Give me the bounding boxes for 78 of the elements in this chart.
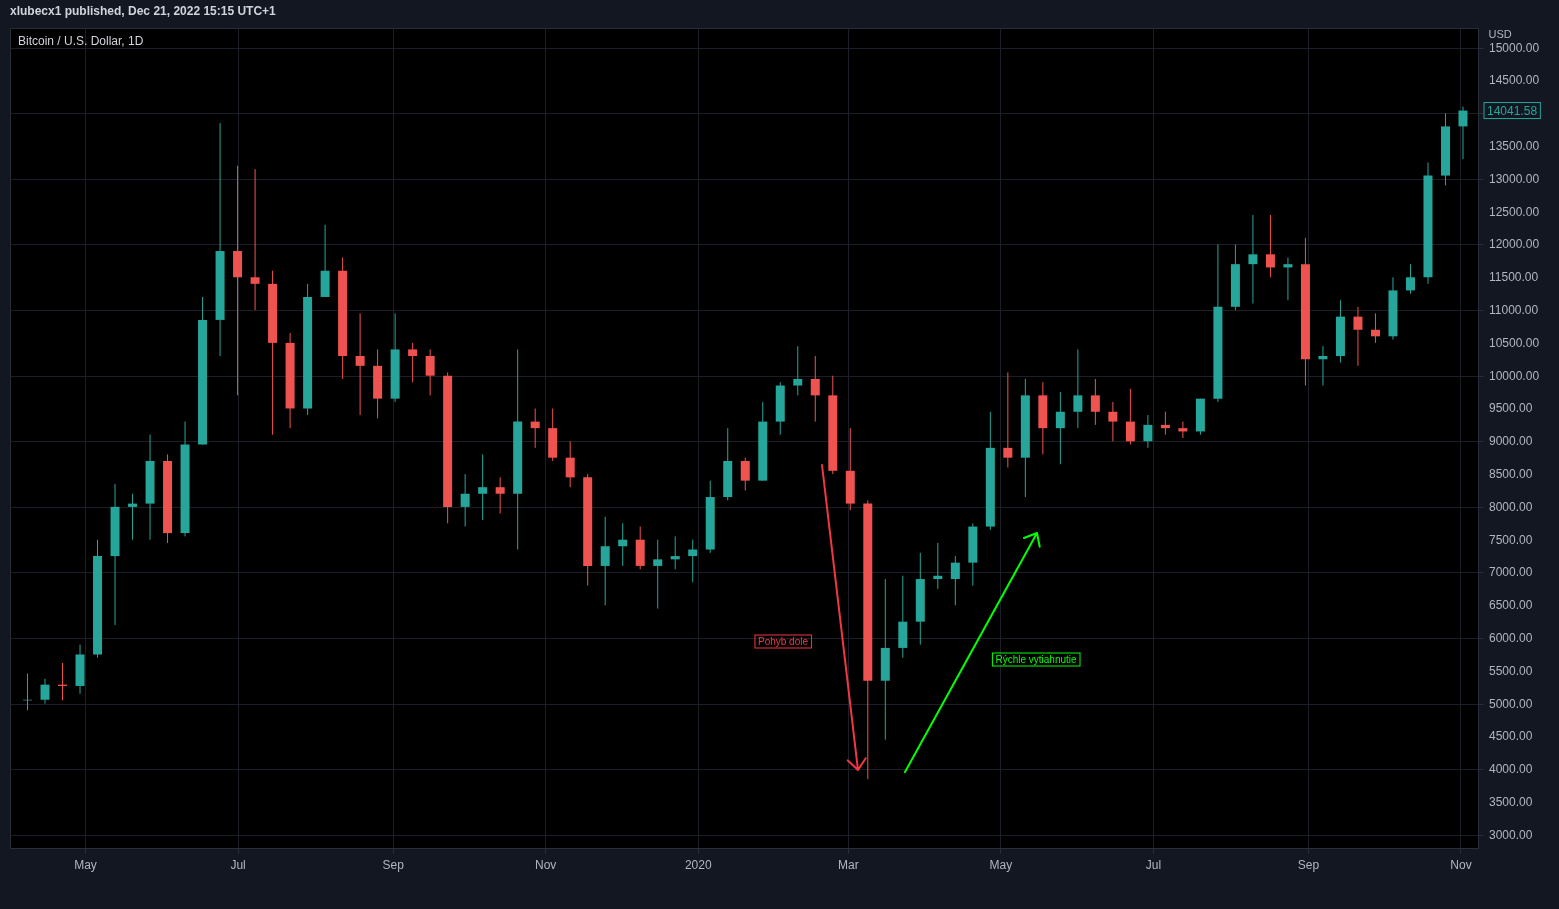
candlestick <box>1160 411 1170 436</box>
y-tick-label: 10000.00 <box>1489 368 1540 383</box>
candlestick <box>478 453 488 521</box>
y-tick-label: 5000.00 <box>1489 696 1533 711</box>
x-tick-label: Sep <box>382 857 405 872</box>
candlestick <box>740 457 750 491</box>
candlestick <box>1178 421 1188 439</box>
candlestick <box>1248 214 1258 305</box>
candlestick <box>1370 312 1380 344</box>
candlestick <box>1265 214 1275 278</box>
y-tick-label: 3000.00 <box>1489 827 1533 842</box>
candlestick <box>565 440 575 488</box>
candlestick <box>1003 371 1013 469</box>
x-tick-label: Jul <box>230 857 246 872</box>
candlestick <box>495 476 505 514</box>
candlestick <box>1090 378 1100 426</box>
candlestick <box>1405 263 1415 295</box>
y-tick-label: 4000.00 <box>1489 762 1533 777</box>
y-tick-label: 7000.00 <box>1489 565 1533 580</box>
candlestick <box>688 539 698 583</box>
candlestick <box>355 312 365 416</box>
candlestick <box>653 539 663 610</box>
candlestick <box>460 473 470 528</box>
y-tick-label: 5500.00 <box>1489 663 1533 678</box>
annotation: 14041.58 <box>1487 103 1538 118</box>
y-tick-label: 13000.00 <box>1489 171 1540 186</box>
y-tick-label: 15000.00 <box>1489 40 1540 55</box>
candlestick <box>530 407 540 449</box>
y-tick-label: 13500.00 <box>1489 139 1540 154</box>
candlestick <box>1458 106 1468 160</box>
y-tick-label: 4500.00 <box>1489 729 1533 744</box>
candlestick <box>793 345 803 396</box>
candlestick <box>233 165 243 396</box>
y-tick-label: 9000.00 <box>1489 434 1533 449</box>
candlestick <box>1283 257 1293 301</box>
candlestick <box>40 678 50 705</box>
y-tick-label: 8000.00 <box>1489 499 1533 514</box>
candlestick <box>1108 401 1118 442</box>
candlestick <box>1125 388 1135 446</box>
y-tick-label: 12000.00 <box>1489 237 1540 252</box>
y-tick-label: 11500.00 <box>1489 270 1539 285</box>
text: Bitcoin / U.S. Dollar, 1D <box>18 34 144 48</box>
y-tick-label: 14500.00 <box>1489 73 1540 88</box>
x-tick-label: May <box>74 857 97 872</box>
y-tick-label: 7500.00 <box>1489 532 1533 547</box>
candlestick <box>425 348 435 396</box>
candlestick <box>933 542 943 590</box>
candlestick <box>1073 348 1083 429</box>
candlestick <box>408 342 418 383</box>
x-tick-label: 2020 <box>684 857 712 872</box>
candlestick <box>128 493 138 541</box>
candlestick <box>810 355 820 423</box>
x-tick-label: Sep <box>1297 857 1320 872</box>
candlestick <box>250 168 260 311</box>
candlestick <box>1318 345 1328 387</box>
y-tick-label: 6500.00 <box>1489 598 1533 613</box>
y-tick-label: 10500.00 <box>1489 335 1540 350</box>
y-tick-label: 9500.00 <box>1489 401 1533 416</box>
x-tick-label: Nov <box>1450 857 1472 872</box>
candlestick <box>1055 391 1065 465</box>
y-axis-title: USD <box>1488 27 1512 40</box>
candlestick <box>670 535 680 570</box>
candlestick <box>950 555 960 606</box>
x-tick-label: Mar <box>837 857 859 872</box>
candlestick <box>1143 414 1153 449</box>
y-tick-label: 8500.00 <box>1489 467 1533 482</box>
x-tick-label: May <box>989 857 1013 872</box>
x-tick-label: Jul <box>1145 857 1162 872</box>
y-tick-label: 12500.00 <box>1489 204 1540 219</box>
text: xlubecx1 published, Dec 21, 2022 15:15 UTC+1 <box>10 4 277 18</box>
candlestick <box>618 522 628 567</box>
candlestick <box>600 516 610 606</box>
y-tick-label: 11000.00 <box>1489 303 1539 318</box>
annotation: Rýchle vytiahnutie <box>995 654 1078 665</box>
x-tick-label: Nov <box>535 857 557 872</box>
candlestick <box>1353 306 1363 367</box>
y-tick-label: 6000.00 <box>1489 631 1533 646</box>
y-tick-label: 3500.00 <box>1489 795 1533 810</box>
